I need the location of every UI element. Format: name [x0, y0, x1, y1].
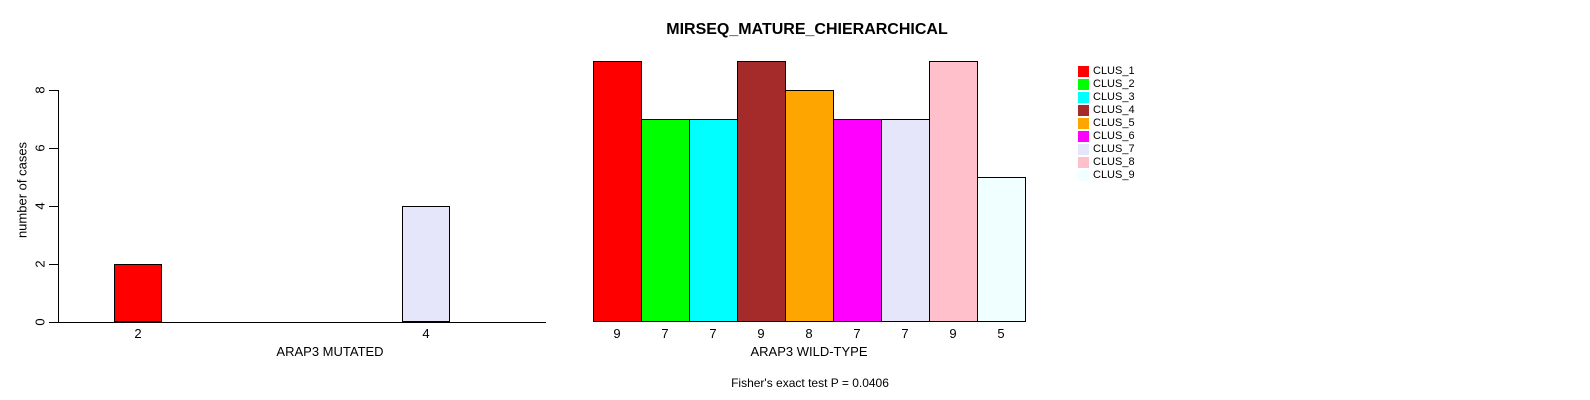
legend-label: CLUS_1 [1093, 65, 1135, 77]
legend-swatch [1078, 66, 1089, 77]
y-axis-tick [49, 322, 58, 323]
x-axis-title-mutated: ARAP3 MUTATED [276, 344, 384, 359]
bar [402, 206, 450, 322]
y-axis-tick [49, 90, 58, 91]
bar-value-label: 7 [853, 326, 861, 341]
legend-label: CLUS_4 [1093, 104, 1135, 116]
bar [833, 119, 882, 322]
bar-value-label: 4 [422, 326, 430, 341]
bar [689, 119, 738, 322]
bar-value-label: 9 [613, 326, 621, 341]
legend-label: CLUS_9 [1093, 169, 1135, 181]
chart-title: MIRSEQ_MATURE_CHIERARCHICAL [666, 21, 948, 38]
legend-label: CLUS_5 [1093, 117, 1135, 129]
legend-swatch [1078, 92, 1089, 103]
bar-value-label: 2 [134, 326, 142, 341]
bar-value-label: 9 [757, 326, 765, 341]
y-axis-label: number of cases [14, 141, 30, 239]
legend-label: CLUS_2 [1093, 78, 1135, 90]
bar [785, 90, 834, 322]
y-axis-tick-label: 4 [32, 202, 48, 210]
y-axis-tick-label: 8 [32, 86, 48, 94]
y-axis-tick [49, 206, 58, 207]
bar [641, 119, 690, 322]
x-axis-title-wildtype: ARAP3 WILD-TYPE [750, 344, 868, 359]
legend-label: CLUS_3 [1093, 91, 1135, 103]
legend-swatch [1078, 170, 1089, 181]
bar [114, 264, 162, 322]
y-axis-line [58, 90, 59, 323]
y-axis-tick-label: 2 [32, 260, 48, 268]
x-axis-line [58, 322, 546, 323]
y-axis-tick-label: 0 [32, 318, 48, 326]
fisher-test-note: Fisher's exact test P = 0.0406 [731, 376, 889, 390]
legend-label: CLUS_6 [1093, 130, 1135, 142]
bar-value-label: 8 [805, 326, 813, 341]
bar [929, 61, 978, 322]
bar [977, 177, 1026, 322]
bar [881, 119, 930, 322]
legend-swatch [1078, 118, 1089, 129]
y-axis-tick [49, 148, 58, 149]
bar [737, 61, 786, 322]
bar-value-label: 7 [901, 326, 909, 341]
legend-swatch [1078, 131, 1089, 142]
bar-value-label: 7 [661, 326, 669, 341]
bar-value-label: 9 [949, 326, 957, 341]
legend-swatch [1078, 157, 1089, 168]
legend-swatch [1078, 105, 1089, 116]
bar-value-label: 7 [709, 326, 717, 341]
bar [593, 61, 642, 322]
legend-swatch [1078, 79, 1089, 90]
legend-label: CLUS_8 [1093, 156, 1135, 168]
y-axis-tick [49, 264, 58, 265]
bar-value-label: 5 [997, 326, 1005, 341]
y-axis-tick-label: 6 [32, 144, 48, 152]
legend-swatch [1078, 144, 1089, 155]
legend-label: CLUS_7 [1093, 143, 1135, 155]
